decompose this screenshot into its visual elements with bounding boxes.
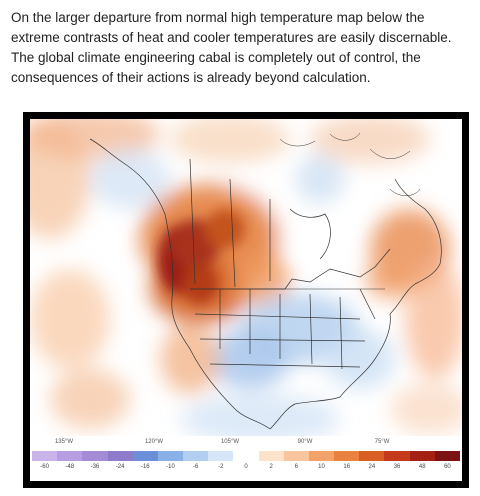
color-scale-tick-label: -10 — [166, 464, 175, 470]
color-scale-tick-label: -60 — [40, 464, 49, 470]
color-scale-swatch — [32, 451, 58, 461]
color-scale-tick-label: 24 — [368, 464, 376, 470]
color-scale-swatch — [233, 451, 260, 461]
color-scale-tick-label: 6 — [294, 464, 299, 470]
color-scale-swatch — [308, 451, 335, 461]
pacific-northwest-hotspot — [158, 209, 245, 304]
longitude-label: 75°W — [374, 439, 390, 445]
color-scale-swatch — [258, 451, 285, 461]
color-scale-tick-label: 36 — [393, 464, 401, 470]
longitude-label: 135°W — [54, 439, 74, 445]
color-scale-tick-label: -48 — [65, 464, 75, 470]
color-scale-swatch — [57, 451, 83, 461]
color-scale-swatch — [409, 451, 436, 461]
color-scale-swatch — [384, 451, 411, 461]
color-scale-tick-label: 60 — [444, 464, 451, 470]
color-scale-swatch — [82, 451, 109, 461]
caption-paragraph: On the larger departure from normal high… — [11, 10, 452, 85]
color-scale-swatch — [434, 451, 461, 461]
color-scale-tick-label: 10 — [318, 464, 325, 470]
color-scale-swatch — [132, 451, 159, 461]
color-scale-swatch — [107, 451, 134, 461]
color-scale-swatch — [208, 451, 234, 461]
color-scale-swatch — [334, 451, 360, 461]
color-scale-tick-label: -6 — [192, 464, 199, 470]
color-scale-tick-label: 48 — [418, 464, 426, 470]
map-inner: 135°W 120°W 105°W 90°W 75°W -60 -48 -36 -24… — [30, 119, 462, 481]
longitude-label: 120°W — [144, 439, 164, 445]
arctic-islands — [279, 132, 421, 196]
color-scale-tick-label: -24 — [115, 464, 125, 470]
color-scale-bar — [32, 451, 461, 461]
longitude-label: 90°W — [297, 439, 313, 445]
color-scale-tick-label: -16 — [140, 464, 150, 470]
color-scale-swatch — [283, 451, 310, 461]
color-scale-tick-label: -36 — [90, 464, 100, 470]
color-scale-ticks: -60 -48 -36 -24 -16 -10 -6 -2 0 2 6 10 16 24 36 48 60 — [30, 462, 462, 476]
map-frame: 135°W 120°W 105°W 90°W 75°W -60 -48 -36 -24… — [23, 112, 469, 488]
longitude-labels: 135°W 120°W 105°W 90°W 75°W — [30, 436, 462, 450]
color-scale-tick-label: -2 — [218, 464, 224, 470]
color-scale-swatch — [359, 451, 385, 461]
color-scale-tick-label: 0 — [244, 464, 248, 470]
color-scale-tick-label: 2 — [269, 464, 273, 470]
color-scale-swatch — [183, 451, 209, 461]
coastlines-and-borders — [89, 138, 442, 430]
color-scale-swatch — [157, 451, 184, 461]
color-scale-tick-label: 16 — [343, 464, 351, 470]
longitude-label: 105°W — [220, 439, 240, 445]
temperature-anomaly-map — [30, 119, 462, 436]
